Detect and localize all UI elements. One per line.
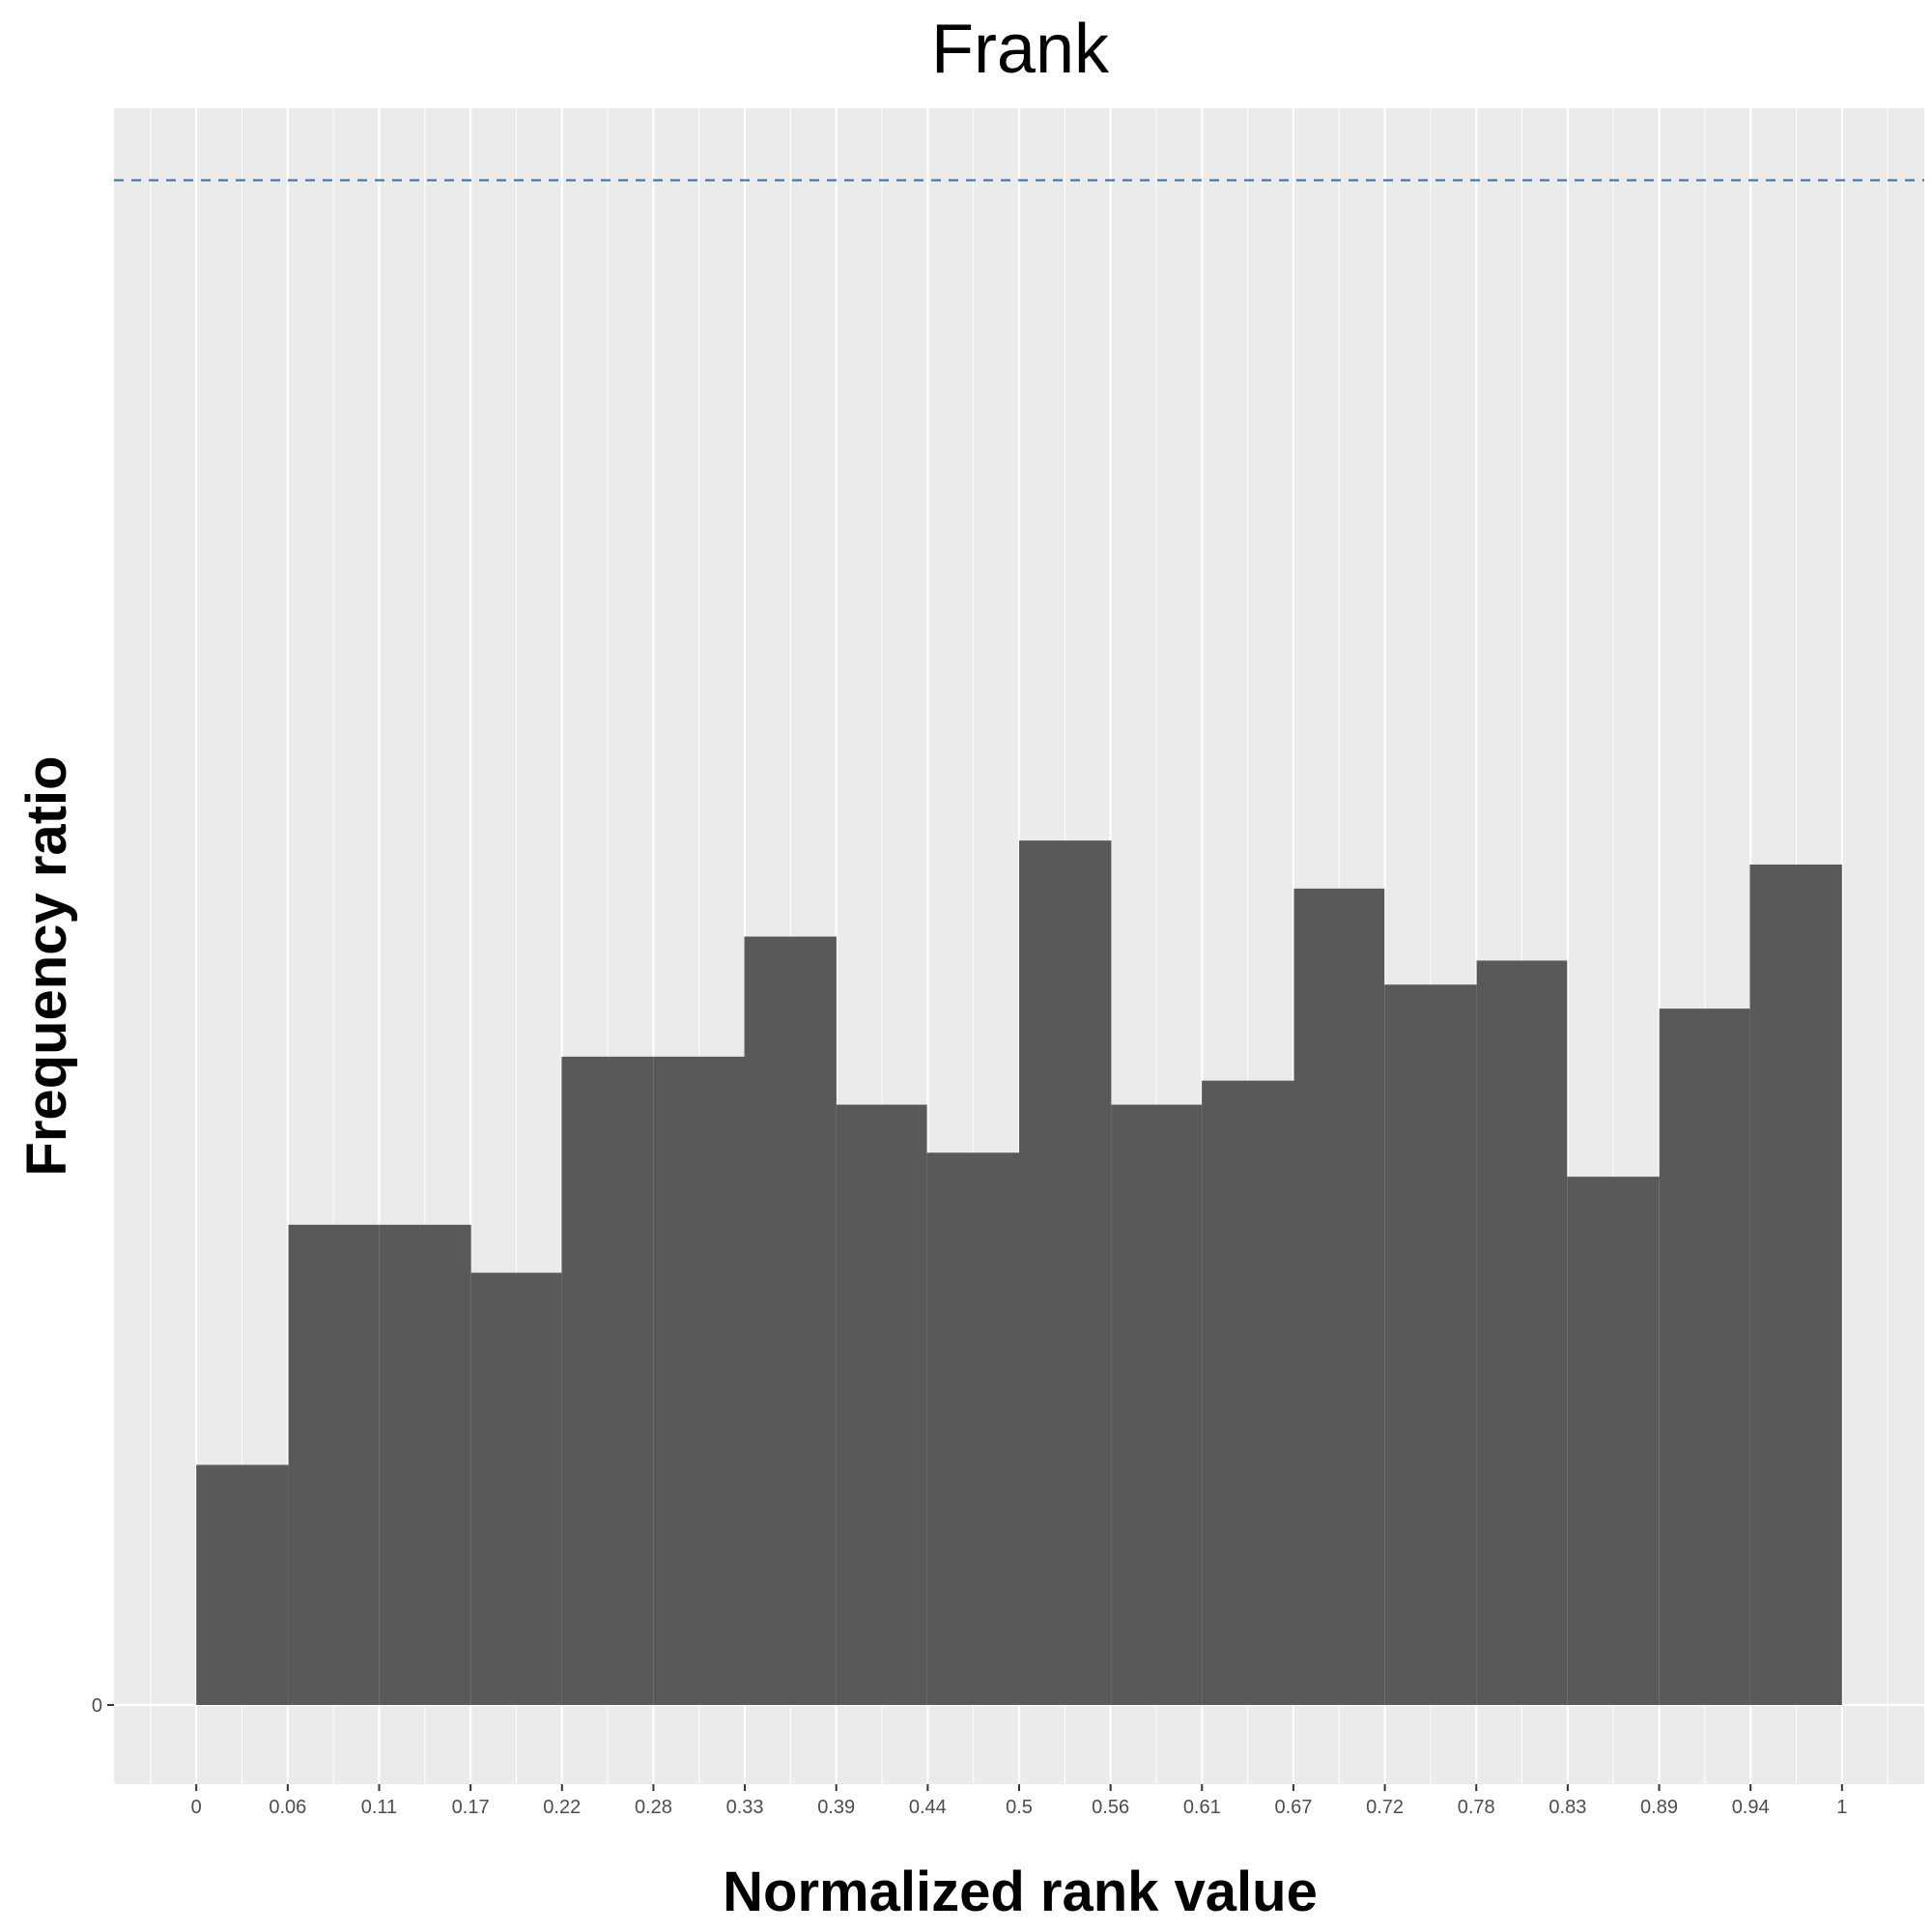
y-axis-title: Frequency ratio [15,755,78,1176]
x-tick-label: 0.56 [1092,1797,1129,1818]
bar-4 [470,1272,562,1705]
bar-15 [1476,960,1568,1705]
x-tick-label: 1 [1836,1797,1847,1818]
x-tick-label: 0.72 [1366,1797,1404,1818]
x-tick-label: 0.39 [817,1797,855,1818]
bar-5 [561,1056,654,1705]
bar-9 [926,1152,1019,1705]
bar-12 [1202,1080,1294,1705]
bar-1 [196,1464,289,1705]
bar-2 [288,1224,380,1705]
bar-6 [653,1056,745,1705]
x-tick-label: 0.44 [909,1797,947,1818]
x-tick-label: 0.89 [1640,1797,1678,1818]
x-tick-label: 0.94 [1732,1797,1770,1818]
x-tick-label: 0.17 [452,1797,490,1818]
x-tick-label: 0.22 [543,1797,581,1818]
y-tick-label: 0 [92,1695,102,1717]
bar-18 [1749,864,1842,1705]
x-tick-label: 0.61 [1183,1797,1221,1818]
x-tick-label: 0.5 [1006,1797,1033,1818]
bar-10 [1019,840,1112,1705]
bar-13 [1293,888,1385,1705]
y-axis-ticks: 0 [92,1695,114,1717]
bar-8 [836,1104,927,1705]
bar-16 [1567,1177,1660,1705]
bar-17 [1659,1009,1750,1705]
x-tick-label: 0.28 [635,1797,672,1818]
x-tick-label: 0.33 [726,1797,764,1818]
x-tick-label: 0.67 [1274,1797,1312,1818]
bar-3 [379,1224,471,1705]
bar-7 [744,936,837,1705]
x-tick-label: 0.11 [361,1797,397,1818]
x-tick-label: 0.78 [1458,1797,1495,1818]
chart-title: Frank [931,11,1110,88]
x-tick-label: 0.06 [269,1797,306,1818]
x-tick-label: 0.83 [1548,1797,1586,1818]
x-axis-ticks: 0 0.06 0.11 0.17 0.22 0.28 0.33 0.39 0.44 0.5 0.56… [191,1784,1847,1818]
x-tick-label: 0 [191,1797,202,1818]
bars [196,840,1842,1705]
bar-14 [1384,984,1477,1705]
x-axis-title: Normalized rank value [723,1861,1318,1923]
bar-11 [1111,1104,1203,1705]
